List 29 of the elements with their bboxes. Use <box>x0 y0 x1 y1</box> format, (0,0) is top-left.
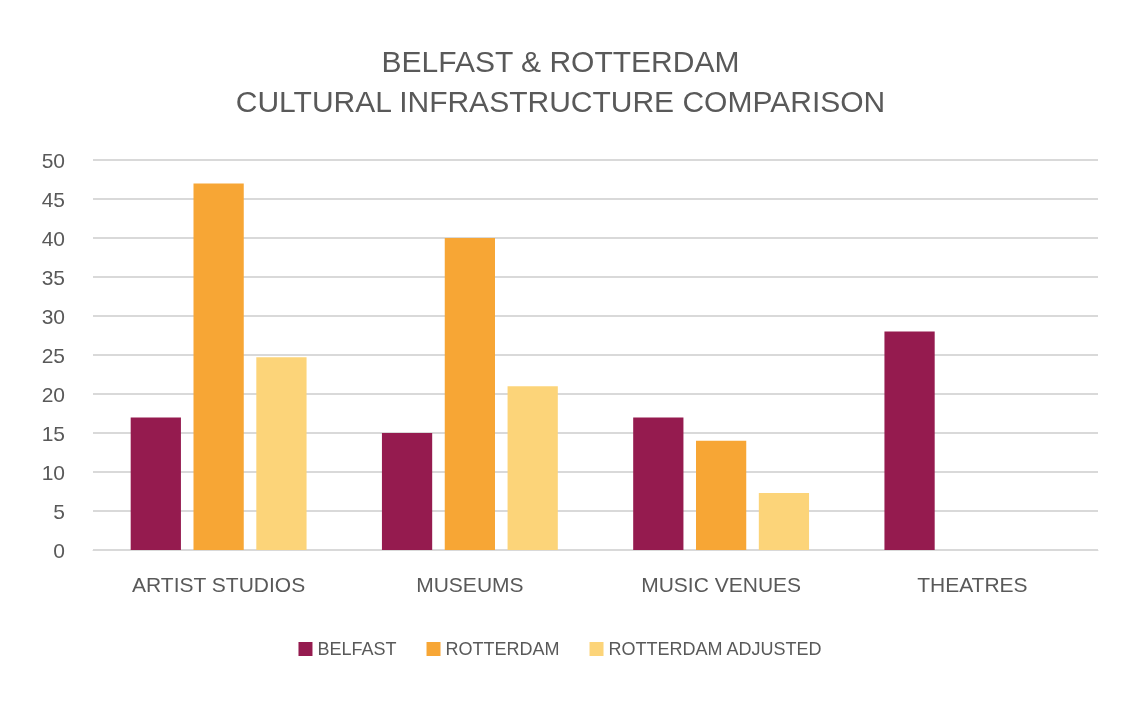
x-tick-label: MUSIC VENUES <box>641 573 802 596</box>
y-tick-label: 15 <box>41 421 65 445</box>
x-tick-label: MUSEUMS <box>416 573 524 596</box>
bar <box>884 331 935 550</box>
x-tick-label: THEATRES <box>917 573 1028 596</box>
bar <box>507 386 558 550</box>
y-tick-label: 30 <box>41 304 65 328</box>
bar <box>130 417 181 550</box>
y-tick-label: 50 <box>41 148 65 172</box>
y-tick-label: 40 <box>41 226 65 250</box>
bar <box>193 183 244 550</box>
y-tick-label: 0 <box>53 538 65 562</box>
y-tick-label: 5 <box>53 499 65 523</box>
y-tick-label: 35 <box>41 265 65 289</box>
legend-label: ROTTERDAM ADJUSTED <box>608 639 822 659</box>
legend-label: BELFAST <box>317 639 397 659</box>
x-tick-label: ARTIST STUDIOS <box>132 573 306 596</box>
bar <box>381 433 433 550</box>
y-tick-label: 45 <box>41 187 65 211</box>
y-tick-label: 10 <box>41 460 65 484</box>
bar <box>758 493 810 550</box>
chart-title: BELFAST & ROTTERDAM CULTURAL INFRASTRUCTURE COMPARISON <box>235 44 886 118</box>
y-tick-label: 25 <box>41 343 65 367</box>
bar <box>633 417 684 550</box>
y-tick-label: 20 <box>41 382 65 406</box>
bar <box>444 238 495 550</box>
bar <box>696 440 747 550</box>
legend-label: ROTTERDAM <box>445 639 560 659</box>
bar <box>256 357 307 550</box>
